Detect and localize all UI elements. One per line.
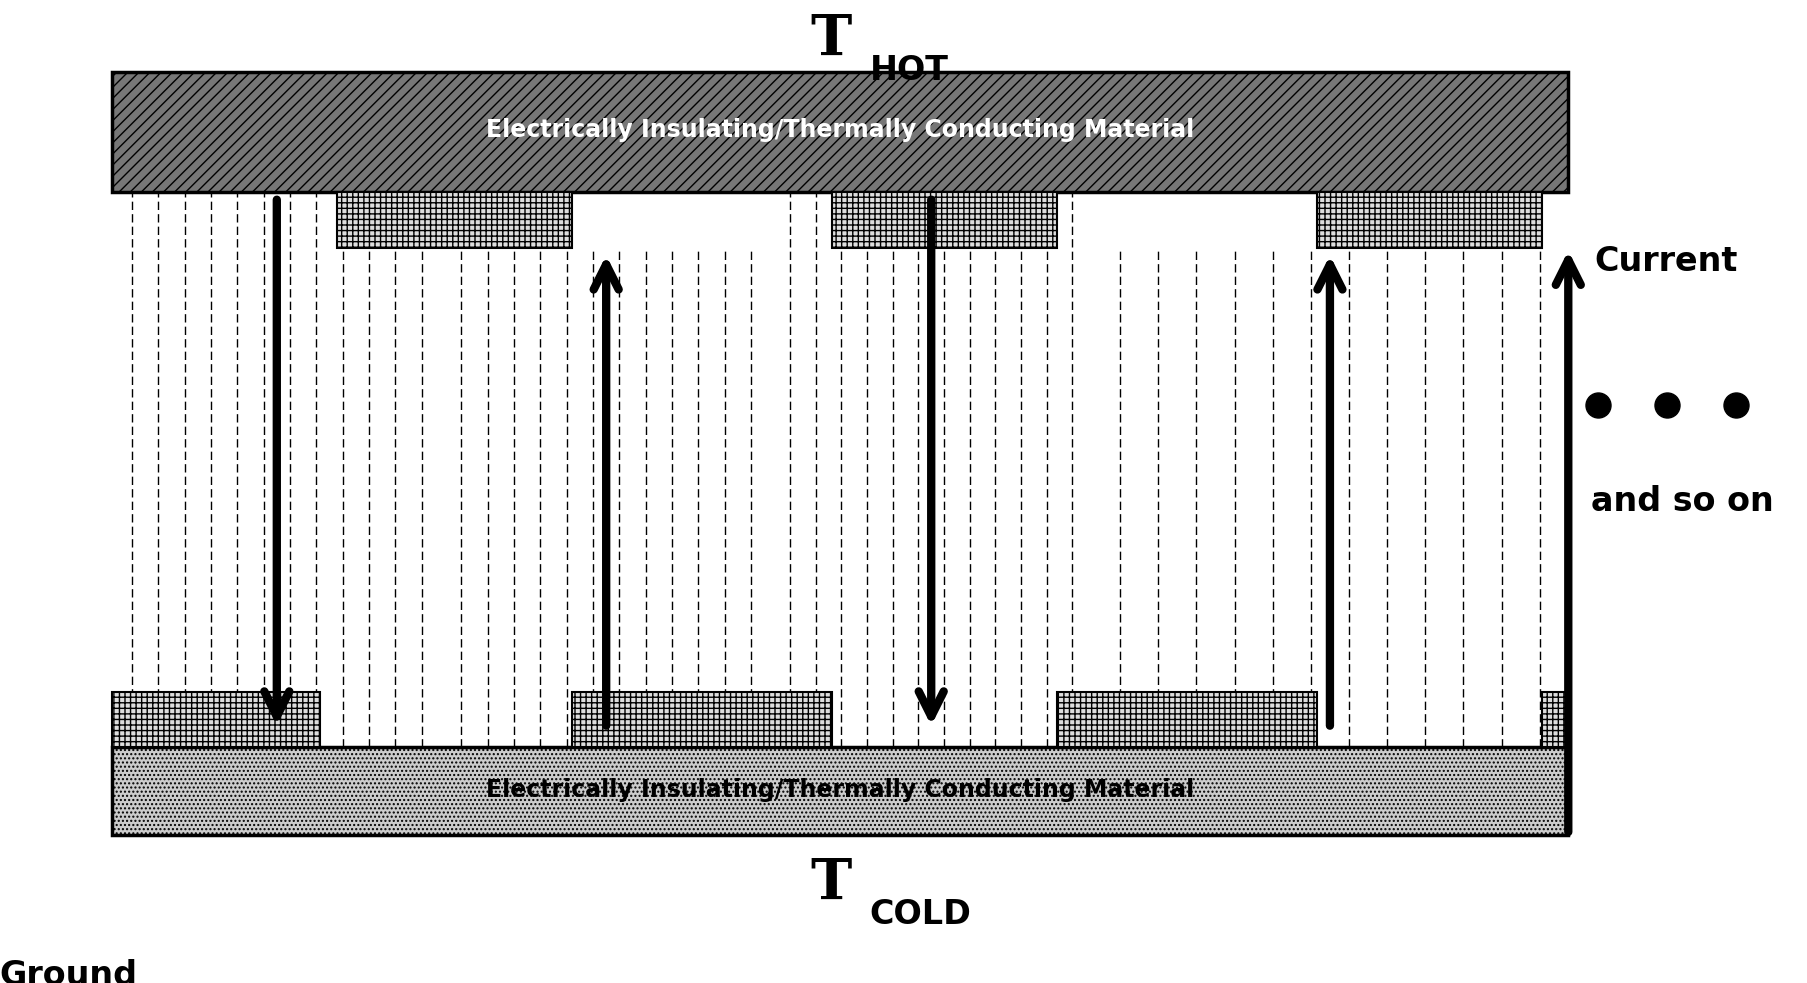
Text: Ground: Ground (0, 959, 137, 983)
Bar (112, 691, 320, 747)
Text: COLD: COLD (869, 897, 972, 931)
Text: T: T (811, 12, 853, 67)
Bar (112, 72, 1568, 193)
Text: Electrically Insulating/Thermally Conducting Material: Electrically Insulating/Thermally Conduc… (486, 118, 1194, 143)
Bar (112, 747, 1568, 835)
Bar (1057, 691, 1317, 747)
Bar (571, 691, 831, 747)
Bar (338, 193, 571, 248)
Text: Current: Current (1594, 245, 1738, 278)
Text: and so on: and so on (1590, 486, 1774, 518)
Bar (1543, 691, 1568, 747)
Bar (1317, 193, 1543, 248)
Text: T: T (811, 856, 853, 911)
Text: HOT: HOT (869, 54, 949, 87)
Bar (831, 193, 1057, 248)
Text: Electrically Insulating/Thermally Conducting Material: Electrically Insulating/Thermally Conduc… (486, 779, 1194, 802)
